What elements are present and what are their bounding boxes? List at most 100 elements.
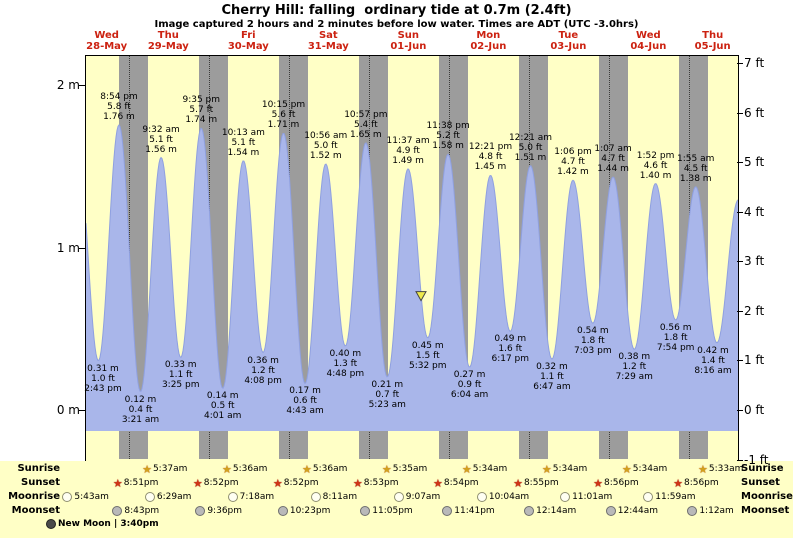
annotation-line: 4.6 ft <box>643 160 668 171</box>
astro-time: 8:56pm <box>683 478 719 488</box>
sunrise-star-icon: ★ <box>381 462 392 476</box>
moon-light-icon <box>144 492 155 502</box>
moon-light-icon <box>310 492 321 502</box>
moonrise-entry: 11:59am <box>643 491 695 503</box>
annotation-line: 0.12 m <box>124 394 157 405</box>
annotation-line: 5.1 ft <box>149 134 173 145</box>
low-tide-annotation: 0.32 m 1.1 ft 6:47 am <box>512 362 592 392</box>
annotation-line: 7:03 pm <box>574 346 612 357</box>
y-axis-label-m: 2 m <box>56 78 80 92</box>
annotation-line: 1:06 pm <box>554 147 592 158</box>
annotation-line: 1.51 m <box>514 152 547 163</box>
low-tide-annotation: 0.42 m 1.4 ft 8:16 am <box>673 346 753 376</box>
annotation-line: 8:16 am <box>694 365 732 376</box>
day-name: Fri <box>241 30 256 41</box>
y-axis-label-ft: 1 ft <box>744 353 765 368</box>
annotation-line: 5.2 ft <box>436 131 460 142</box>
astro-time: 9:36pm <box>207 506 243 516</box>
day-label: Wed 28-May <box>72 30 142 52</box>
astro-time: 5:36am <box>312 464 348 474</box>
moonrise-entry: 5:43am <box>62 491 109 503</box>
sunrise-entry: ★ 5:36am <box>222 463 267 475</box>
y-axis-label-m: 1 m <box>56 240 80 255</box>
day-name: Tue <box>558 30 579 41</box>
astro-row-label-right: Moonrise <box>741 491 793 502</box>
annotation-line: 1.56 m <box>145 144 177 155</box>
day-date: 05-Jun <box>694 41 731 52</box>
annotation-line: 2:43 pm <box>84 383 122 394</box>
low-tide-annotation: 0.36 m 1.2 ft 4:08 pm <box>223 356 303 386</box>
astro-time: 11:59am <box>655 492 696 502</box>
high-tide-annotation: 1:55 am 4.5 ft 1.38 m <box>656 154 736 184</box>
annotation-line: 0.33 m <box>164 360 197 371</box>
astro-row-label-right: Sunset <box>741 477 780 488</box>
annotation-line: 0.27 m <box>453 370 486 381</box>
astro-time: 8:54pm <box>443 478 479 488</box>
high-tide-annotation: 11:38 pm 5.2 ft 1.58 m <box>408 121 488 151</box>
annotation-line: 0.9 ft <box>457 380 482 391</box>
tide-curve <box>86 124 738 431</box>
annotation-line: 7:29 am <box>615 372 653 383</box>
current-tide-marker <box>415 291 427 302</box>
moon-dark-icon <box>277 506 288 516</box>
chart-title: Cherry Hill: falling ordinary tide at 0.… <box>221 3 572 18</box>
annotation-line: 5:32 pm <box>408 360 447 371</box>
day-name: Thu <box>157 30 179 41</box>
astro-time: 5:34am <box>472 464 508 474</box>
day-label: Sat 31-May <box>293 30 363 52</box>
annotation-line: 11:38 pm <box>426 121 470 132</box>
y-axis-tick-m <box>79 410 85 411</box>
annotation-line: 0.40 m <box>329 349 362 359</box>
moon-light-icon <box>476 492 487 502</box>
sunrise-entry: ★ 5:37am <box>142 463 187 475</box>
astro-time: 8:52pm <box>283 478 319 488</box>
high-tide-annotation: 1:06 pm 4.7 ft 1.42 m <box>533 147 613 177</box>
annotation-line: 4.5 ft <box>683 163 708 174</box>
sunset-entry: ★ 8:51pm <box>113 477 159 489</box>
low-tide-annotation: 0.56 m 1.8 ft 7:54 pm <box>636 323 716 353</box>
annotation-line: 0.6 ft <box>293 396 317 407</box>
annotation-line: 4.8 ft <box>478 152 503 163</box>
day-date: 29-May <box>147 41 189 52</box>
day-label: Wed 04-Jun <box>613 30 683 52</box>
y-axis-tick-ft <box>737 360 743 362</box>
moon-light-icon <box>227 492 238 502</box>
annotation-line: 0.49 m <box>494 334 527 345</box>
moon-dark-icon <box>360 506 371 516</box>
annotation-line: 10:15 pm <box>261 100 306 111</box>
astro-time: 10:23pm <box>289 506 331 516</box>
astro-time: 11:05pm <box>372 506 413 516</box>
chart-subtitle: Image captured 2 hours and 2 minutes bef… <box>154 19 639 30</box>
moon-dark-icon <box>605 506 616 516</box>
annotation-line: 0.45 m <box>411 340 444 351</box>
astro-time: 8:43pm <box>124 506 160 516</box>
annotation-line: 0.4 ft <box>128 404 153 415</box>
astro-row-label-left: Sunset <box>21 477 60 488</box>
high-tide-annotation: 12:21 pm 4.8 ft 1.45 m <box>451 142 531 172</box>
annotation-line: 1.2 ft <box>251 365 275 376</box>
annotation-line: 1.42 m <box>557 167 589 178</box>
y-axis-tick-ft <box>737 410 743 411</box>
sunset-star-icon: ★ <box>272 476 283 490</box>
astro-time: 12:44am <box>617 506 658 516</box>
sunset-entry: ★ 8:52pm <box>273 477 319 489</box>
low-tide-annotation: 0.40 m 1.3 ft 4:48 pm <box>305 349 385 379</box>
day-date: 02-Jun <box>470 41 507 52</box>
annotation-line: 0.21 m <box>371 379 404 390</box>
sunrise-entry: ★ 5:33am <box>698 463 743 475</box>
sunrise-star-icon: ★ <box>621 462 632 476</box>
annotation-line: 12:21 pm <box>468 142 513 153</box>
y-axis-tick-ft <box>737 459 743 461</box>
low-tide-annotation: 0.45 m 1.5 ft 5:32 pm <box>388 341 468 371</box>
day-date: 28-May <box>86 41 128 52</box>
sunset-entry: ★ 8:53pm <box>353 477 399 489</box>
sunset-star-icon: ★ <box>433 476 443 490</box>
day-label: Tue 03-Jun <box>533 30 603 52</box>
day-name: Sat <box>318 30 338 41</box>
annotation-line: 0.54 m <box>576 326 609 337</box>
moon-light-icon <box>560 492 571 502</box>
sunrise-entry: ★ 5:34am <box>542 463 587 475</box>
astro-time: 7:18am <box>239 492 275 502</box>
annotation-line: 4:43 am <box>286 406 324 417</box>
astro-time: 11:41pm <box>454 506 495 516</box>
